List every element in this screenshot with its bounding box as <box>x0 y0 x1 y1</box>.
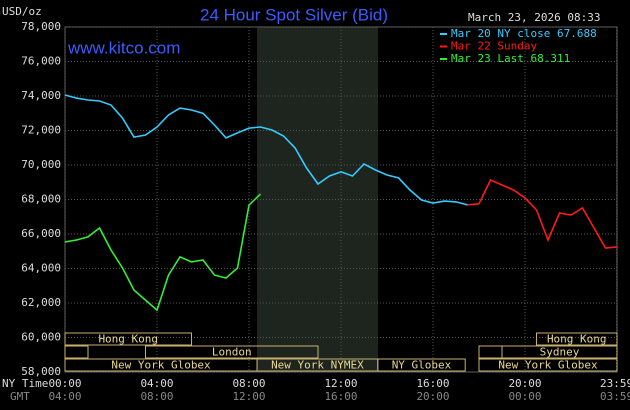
y-tick-label: 64,000 <box>21 262 61 275</box>
legend-label: Mar 23 Last 68.311 <box>451 52 570 65</box>
legend-label: Mar 22 Sunday <box>451 40 537 53</box>
x2-tick-label: 12:00 <box>232 390 265 403</box>
x2-tick-label: 00:00 <box>508 390 541 403</box>
session-label: London <box>212 346 252 359</box>
x2-tick-label: 08:00 <box>140 390 173 403</box>
session-label: New York Globex <box>498 359 598 372</box>
x2-tick-label: 20:00 <box>416 390 449 403</box>
session-box <box>536 332 618 346</box>
y-tick-label: 78,000 <box>21 20 61 33</box>
session-box <box>64 345 89 359</box>
session-label: Hong Kong <box>98 333 158 346</box>
session-box <box>501 345 618 359</box>
series-line <box>64 94 468 206</box>
legend-label: Mar 20 NY close 67.688 <box>451 27 597 40</box>
y-tick-label: 66,000 <box>21 227 61 240</box>
y-tick-label: 60,000 <box>21 331 61 344</box>
y-tick-label: 58,000 <box>21 365 61 378</box>
session-label: NY Globex <box>392 359 452 372</box>
x2-axis-label: GMT <box>10 390 30 403</box>
y-tick-label: 74,000 <box>21 89 61 102</box>
y-axis-label: USD/oz <box>2 5 42 18</box>
session-label: Hong Kong <box>547 333 607 346</box>
x-tick-label: 23:59 <box>600 377 630 390</box>
y-tick-label: 62,000 <box>21 296 61 309</box>
series-line <box>64 193 262 312</box>
x-tick-label: 12:00 <box>324 377 357 390</box>
watermark: www.kitco.com <box>67 38 180 57</box>
timestamp: March 23, 2026 08:33 <box>468 11 600 24</box>
y-tick-label: 68,000 <box>21 193 61 206</box>
y-tick-label: 70,000 <box>21 158 61 171</box>
session-box <box>377 358 466 372</box>
x-tick-label: 00:00 <box>48 377 81 390</box>
x2-tick-label: 04:00 <box>48 390 81 403</box>
session-box <box>64 332 192 346</box>
x-tick-label: 20:00 <box>508 377 541 390</box>
x-tick-label: 08:00 <box>232 377 265 390</box>
chart-title: 24 Hour Spot Silver (Bid) <box>200 5 388 24</box>
y-tick-label: 72,000 <box>21 124 61 137</box>
series-line <box>467 178 618 249</box>
session-label: New York Globex <box>111 359 211 372</box>
x2-tick-label: 03:59 <box>600 390 630 403</box>
session-label: Sydney <box>540 346 580 359</box>
x-axis-label: NY Time <box>2 377 48 390</box>
session-label: New York NYMEX <box>271 359 364 372</box>
session-box <box>478 358 618 372</box>
x-tick-label: 04:00 <box>140 377 173 390</box>
y-tick-label: 76,000 <box>21 55 61 68</box>
x-tick-label: 16:00 <box>416 377 449 390</box>
session-box <box>145 345 319 359</box>
x2-tick-label: 16:00 <box>324 390 357 403</box>
